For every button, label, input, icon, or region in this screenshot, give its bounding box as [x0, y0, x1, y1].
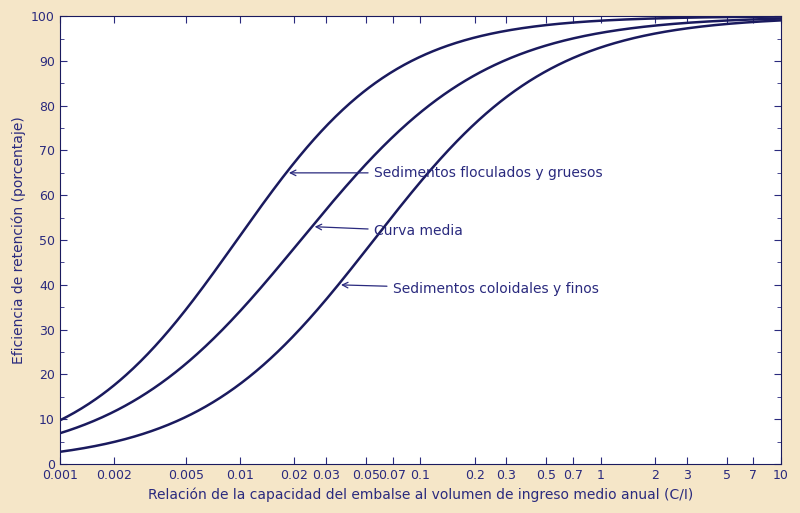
Text: Sedimentos floculados y gruesos: Sedimentos floculados y gruesos — [290, 166, 602, 180]
X-axis label: Relación de la capacidad del embalse al volumen de ingreso medio anual (C/I): Relación de la capacidad del embalse al … — [148, 487, 693, 502]
Y-axis label: Eficiencia de retención (porcentaje): Eficiencia de retención (porcentaje) — [11, 116, 26, 364]
Text: Sedimentos coloidales y finos: Sedimentos coloidales y finos — [342, 282, 598, 297]
Text: Curva media: Curva media — [316, 224, 462, 238]
